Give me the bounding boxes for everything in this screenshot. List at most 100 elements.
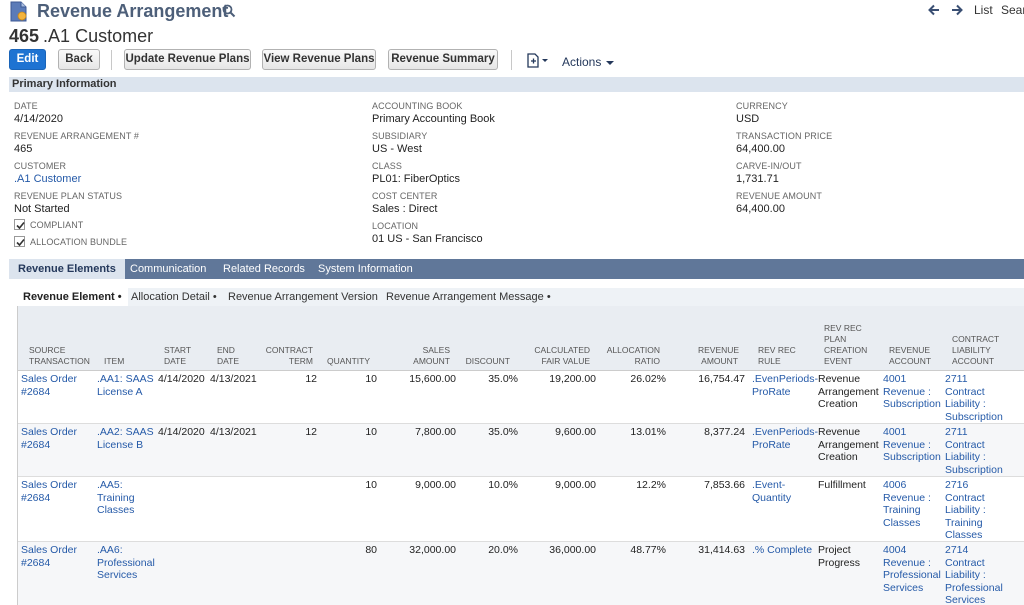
chevron-down-icon xyxy=(605,61,614,65)
rev-rec-rule-link[interactable]: .EvenPeriods-ProRate xyxy=(752,426,818,451)
item-link[interactable]: .AA6: Professional Services xyxy=(97,544,155,581)
field-label: TRANSACTION PRICE xyxy=(736,131,833,141)
revenue-account-link[interactable]: 4001 Revenue : Subscription xyxy=(883,426,941,463)
revenue-account-link[interactable]: 4004 Revenue : Professional Services xyxy=(883,544,941,594)
customer-link[interactable]: .A1 Customer xyxy=(14,173,82,185)
table-header: SOURCE TRANSACTION ITEM START DATE END D… xyxy=(18,306,1024,371)
subtab-allocation-detail[interactable]: Allocation Detail • xyxy=(131,291,217,303)
creation-event: Fulfillment xyxy=(818,479,866,491)
column-header-revenue-account: REVENUE ACCOUNT xyxy=(889,345,932,366)
allocation-bundle-checkbox xyxy=(14,236,25,247)
revenue-summary-button[interactable]: Revenue Summary xyxy=(388,49,498,70)
search-link[interactable]: Search xyxy=(1001,3,1024,17)
liability-account-link[interactable]: 2711 Contract Liability : Subscription xyxy=(945,426,1003,476)
tab-communication[interactable]: Communication xyxy=(130,263,207,275)
compliant-label: COMPLIANT xyxy=(30,219,84,230)
contract-term: 12 xyxy=(305,373,317,385)
column-header-liability-account: CONTRACT LIABILITY ACCOUNT xyxy=(952,334,1000,366)
liability-account-link[interactable]: 2716 Contract Liability : Training Class… xyxy=(945,479,986,541)
subtab-revenue-element[interactable]: Revenue Element • xyxy=(17,288,128,306)
field-label: REVENUE AMOUNT xyxy=(736,191,822,201)
record-name: 465 .A1 Customer xyxy=(9,25,153,47)
tab-system-information[interactable]: System Information xyxy=(318,263,413,275)
revenue-amount: 31,414.63 xyxy=(698,544,745,556)
field-label: COST CENTER xyxy=(372,191,438,201)
creation-event: Project Progress xyxy=(818,544,861,569)
next-record-icon[interactable] xyxy=(950,3,964,17)
record-type-title: Revenue Arrangement xyxy=(37,1,229,21)
allocation-ratio: 48.77% xyxy=(630,544,666,556)
rev-rec-rule-link[interactable]: .Event-Quantity xyxy=(752,479,792,504)
field-label: CARVE-IN/OUT xyxy=(736,161,802,171)
main-tabs: Revenue Elements Communication Related R… xyxy=(9,259,1024,279)
quantity: 10 xyxy=(365,373,377,385)
creation-event: Revenue Arrangement Creation xyxy=(818,373,879,410)
column-header-allocation-ratio: ALLOCATION RATIO xyxy=(606,345,660,366)
start-date: 4/14/2020 xyxy=(158,373,205,385)
item-link[interactable]: .AA5: Training Classes xyxy=(97,479,135,516)
revenue-account-link[interactable]: 4006 Revenue : Training Classes xyxy=(883,479,931,529)
search-icon[interactable] xyxy=(222,4,236,18)
source-transaction-link[interactable]: Sales Order #2684 xyxy=(21,426,78,451)
new-document-dropdown-icon[interactable] xyxy=(526,51,550,69)
sales-amount: 15,600.00 xyxy=(409,373,456,385)
previous-record-icon[interactable] xyxy=(927,3,941,17)
field-label: REVENUE PLAN STATUS xyxy=(14,191,123,201)
revenue-document-icon xyxy=(10,1,27,22)
plan-status-field: REVENUE PLAN STATUS Not Started xyxy=(14,191,122,215)
source-transaction-link[interactable]: Sales Order #2684 xyxy=(21,479,78,504)
liability-account-link[interactable]: 2711 Contract Liability : Subscription xyxy=(945,373,1003,423)
field-value: USD xyxy=(736,113,760,125)
subsidiary-field: SUBSIDIARY US - West xyxy=(372,131,427,155)
checkmark-icon xyxy=(16,221,25,230)
source-transaction-link[interactable]: Sales Order #2684 xyxy=(21,544,78,569)
edit-button[interactable]: Edit xyxy=(9,49,46,70)
field-value: Primary Accounting Book xyxy=(372,113,495,125)
item-link[interactable]: .AA1: SAAS License A xyxy=(97,373,154,398)
tab-related-records[interactable]: Related Records xyxy=(223,263,305,275)
class-field: CLASS PL01: FiberOptics xyxy=(372,161,460,185)
item-link[interactable]: .AA2: SAAS License B xyxy=(97,426,154,451)
field-label: CURRENCY xyxy=(736,101,788,111)
record-customer-name: .A1 Customer xyxy=(43,26,154,46)
back-button[interactable]: Back xyxy=(58,49,100,70)
fair-value: 19,200.00 xyxy=(549,373,596,385)
allocation-bundle-label: ALLOCATION BUNDLE xyxy=(30,236,128,247)
revenue-account-link[interactable]: 4001 Revenue : Subscription xyxy=(883,373,941,410)
subtab-revenue-arrangement-message[interactable]: Revenue Arrangement Message • xyxy=(386,291,551,303)
primary-information-header[interactable]: Primary Information xyxy=(9,77,1024,92)
source-transaction-link[interactable]: Sales Order #2684 xyxy=(21,373,78,398)
sales-amount: 9,000.00 xyxy=(415,479,456,491)
subtab-revenue-arrangement-version[interactable]: Revenue Arrangement Version xyxy=(228,291,378,303)
view-revenue-plans-button[interactable]: View Revenue Plans xyxy=(262,49,376,70)
accounting-book-field: ACCOUNTING BOOK Primary Accounting Book xyxy=(372,101,495,125)
fair-value: 36,000.00 xyxy=(549,544,596,556)
column-header-quantity: QUANTITY xyxy=(327,356,370,366)
field-label: REVENUE ARRANGEMENT # xyxy=(14,131,139,141)
revenue-amount: 8,377.24 xyxy=(704,426,745,438)
column-header-rev-rec-rule: REV REC RULE xyxy=(758,345,796,366)
sales-amount: 7,800.00 xyxy=(415,426,456,438)
table-row: Sales Order #2684 .AA1: SAAS License A 4… xyxy=(18,371,1024,424)
column-header-source: SOURCE TRANSACTION xyxy=(29,345,90,366)
liability-account-link[interactable]: 2714 Contract Liability : Professional S… xyxy=(945,544,1003,605)
field-value: Not Started xyxy=(14,203,70,215)
update-revenue-plans-button[interactable]: Update Revenue Plans xyxy=(124,49,251,70)
compliant-checkbox xyxy=(14,219,25,230)
sub-tabs: Revenue Element • Allocation Detail • Re… xyxy=(17,288,1024,306)
list-link[interactable]: List xyxy=(974,3,993,17)
field-value: PL01: FiberOptics xyxy=(372,173,461,185)
tab-revenue-elements[interactable]: Revenue Elements xyxy=(9,259,125,279)
column-header-end-date: END DATE xyxy=(217,345,240,366)
discount: 35.0% xyxy=(488,373,518,385)
rev-rec-rule-link[interactable]: .% Complete xyxy=(752,544,813,556)
field-label: ACCOUNTING BOOK xyxy=(372,101,463,111)
revenue-amount-field: REVENUE AMOUNT 64,400.00 xyxy=(736,191,822,215)
allocation-ratio: 12.2% xyxy=(636,479,666,491)
actions-menu[interactable]: Actions xyxy=(562,55,614,69)
allocation-bundle-checkbox-row: ALLOCATION BUNDLE xyxy=(14,236,127,247)
rev-rec-rule-link[interactable]: .EvenPeriods-ProRate xyxy=(752,373,818,398)
field-label: CLASS xyxy=(372,161,403,171)
arrangement-number-field: REVENUE ARRANGEMENT # 465 xyxy=(14,131,139,155)
column-header-discount: DISCOUNT xyxy=(465,356,510,366)
